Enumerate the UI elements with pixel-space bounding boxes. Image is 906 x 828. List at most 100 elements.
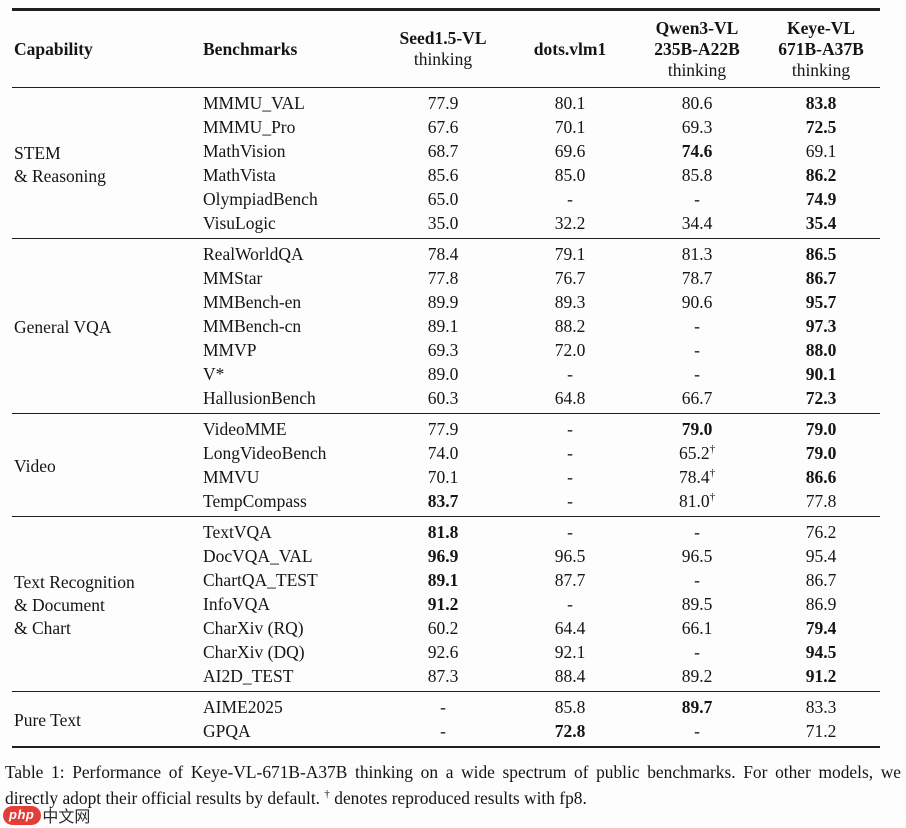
table-caption: Table 1: Performance of Keye-VL-671B-A37… xyxy=(5,759,901,811)
value-cell: 66.1 xyxy=(681,618,713,638)
capability-cell: Pure Text xyxy=(12,691,203,747)
capability-cell: STEM & Reasoning xyxy=(12,87,203,239)
value-cell: 87.3 xyxy=(427,666,459,686)
benchmark-cell: MathVista xyxy=(203,165,276,185)
benchmark-cell: MMBench-cn xyxy=(203,316,302,336)
value-cell: 88.4 xyxy=(554,666,586,686)
value-cell: 95.7 xyxy=(805,292,837,312)
value-cell: 78.7 xyxy=(681,268,713,288)
benchmark-cell: OlympiadBench xyxy=(203,189,318,209)
value-cell: 65.0 xyxy=(427,189,459,209)
benchmark-cell: AI2D_TEST xyxy=(203,666,294,686)
value-cell: 89.2 xyxy=(681,666,713,686)
value-cell: 76.7 xyxy=(554,268,586,288)
table-row: CharXiv (DQ) 92.6 92.1 - 94.5 xyxy=(12,640,880,664)
value-cell: 97.3 xyxy=(805,316,837,336)
value-cell: 72.0 xyxy=(554,340,586,360)
table-row: LongVideoBench 74.0 - 65.2† 79.0 xyxy=(12,441,880,465)
value-cell: - xyxy=(694,721,700,741)
header-capability: Capability xyxy=(14,38,93,59)
table-row: GPQA - 72.8 - 71.2 xyxy=(12,719,880,747)
table-row: Video VideoMME 77.9-79.0 79.0 xyxy=(12,413,880,517)
value-cell: 69.6 xyxy=(554,141,586,161)
benchmark-table: Capability Benchmarks Seed1.5-VL thinking… xyxy=(12,8,880,748)
header-benchmarks: Benchmarks xyxy=(203,38,298,59)
value-cell: 86.7 xyxy=(805,570,837,590)
value-cell: - xyxy=(694,642,700,662)
value-cell: 81.8 xyxy=(378,516,508,544)
value-cell: 89.1 xyxy=(427,316,459,336)
value-cell: 83.3 xyxy=(762,691,880,719)
table-row: MMVP 69.3 72.0 - 88.0 xyxy=(12,338,880,362)
value-cell: 85.8 xyxy=(681,165,713,185)
value-cell: 64.8 xyxy=(554,388,586,408)
value-cell: 85.8 xyxy=(508,691,632,719)
value-cell: 70.1 xyxy=(554,117,586,137)
value-cell: 96.5 xyxy=(681,546,713,566)
benchmark-cell: V* xyxy=(203,364,225,384)
value-cell: 79.0 xyxy=(632,413,762,441)
benchmark-cell: MMVP xyxy=(203,340,257,360)
benchmark-cell: ChartQA_TEST xyxy=(203,570,318,590)
value-cell: 69.3 xyxy=(681,117,713,137)
value-cell: 34.4 xyxy=(681,213,713,233)
value-cell: - xyxy=(567,467,573,487)
value-cell: 96.9 xyxy=(427,546,459,566)
table-row: HallusionBench 60.3 64.8 66.7 72.3 xyxy=(12,386,880,414)
benchmark-cell: MMMU_VAL xyxy=(203,87,378,115)
table-row: Pure Text AIME2025-85.8 89.7 83.3 xyxy=(12,691,880,747)
benchmark-cell: HallusionBench xyxy=(203,388,316,408)
value-cell: 86.6 xyxy=(805,467,837,487)
value-cell: 85.0 xyxy=(554,165,586,185)
value-cell: 92.6 xyxy=(427,642,459,662)
value-cell: - xyxy=(567,189,573,209)
table-row: MMStar 77.8 76.7 78.7 86.7 xyxy=(12,266,880,290)
value-cell: 77.9 xyxy=(378,413,508,441)
value-cell: 92.1 xyxy=(554,642,586,662)
value-cell: 89.9 xyxy=(427,292,459,312)
value-cell: 77.9 xyxy=(378,87,508,115)
table-row: V* 89.0 - - 90.1 xyxy=(12,362,880,386)
caption-text-after-dagger: denotes reproduced results with fp8. xyxy=(334,788,587,808)
value-cell: - xyxy=(694,189,700,209)
header-row: Capability Benchmarks Seed1.5-VL thinking… xyxy=(12,10,880,88)
watermark-label: 中文网 xyxy=(42,807,91,826)
value-cell: 89.7 xyxy=(632,691,762,719)
benchmark-cell: TextVQA xyxy=(203,516,378,544)
value-cell: 71.2 xyxy=(805,721,837,741)
table-row: TempCompass 83.7 - 81.0† 77.8 xyxy=(12,489,880,517)
dagger-symbol: † xyxy=(709,443,716,456)
value-cell: 91.2 xyxy=(805,666,837,686)
header-model: Qwen3-VL 235B-A22B thinking xyxy=(654,17,740,80)
value-cell: 67.6 xyxy=(427,117,459,137)
value-cell: 77.8 xyxy=(805,491,837,511)
table-row: CharXiv (RQ) 60.2 64.4 66.1 79.4 xyxy=(12,616,880,640)
value-cell: 78.4 xyxy=(378,238,508,266)
table-row: MMBench-en 89.9 89.3 90.6 95.7 xyxy=(12,290,880,314)
table-row: VisuLogic 35.0 32.2 34.4 35.4 xyxy=(12,211,880,239)
value-cell: - xyxy=(440,721,446,741)
value-cell: 64.4 xyxy=(554,618,586,638)
value-cell: 79.4 xyxy=(805,618,837,638)
value-cell: 74.6 xyxy=(681,141,713,161)
value-cell: - xyxy=(632,516,762,544)
value-cell: 94.5 xyxy=(805,642,837,662)
benchmark-cell: MMBench-en xyxy=(203,292,302,312)
value-cell: 80.1 xyxy=(508,87,632,115)
value-cell: 91.2 xyxy=(427,594,459,614)
header-model: dots.vlm1 xyxy=(533,38,607,59)
caption-text-before-dagger: Table 1: Performance of Keye-VL-671B-A37… xyxy=(5,762,901,808)
capability-cell: Text Recognition & Document & Chart xyxy=(12,516,203,692)
dagger-symbol: † xyxy=(709,491,716,504)
benchmark-cell: VideoMME xyxy=(203,413,378,441)
value-cell: 89.5 xyxy=(681,594,713,614)
dagger-symbol: † xyxy=(709,467,716,480)
value-cell: - xyxy=(508,516,632,544)
dagger-symbol: † xyxy=(324,788,330,801)
value-cell: - xyxy=(378,691,508,719)
table-row: AI2D_TEST 87.3 88.4 89.2 91.2 xyxy=(12,664,880,692)
value-cell: 60.2 xyxy=(427,618,459,638)
capability-cell: General VQA xyxy=(12,238,203,414)
value-cell: - xyxy=(694,316,700,336)
table-header: Capability Benchmarks Seed1.5-VL thinking… xyxy=(12,10,880,88)
